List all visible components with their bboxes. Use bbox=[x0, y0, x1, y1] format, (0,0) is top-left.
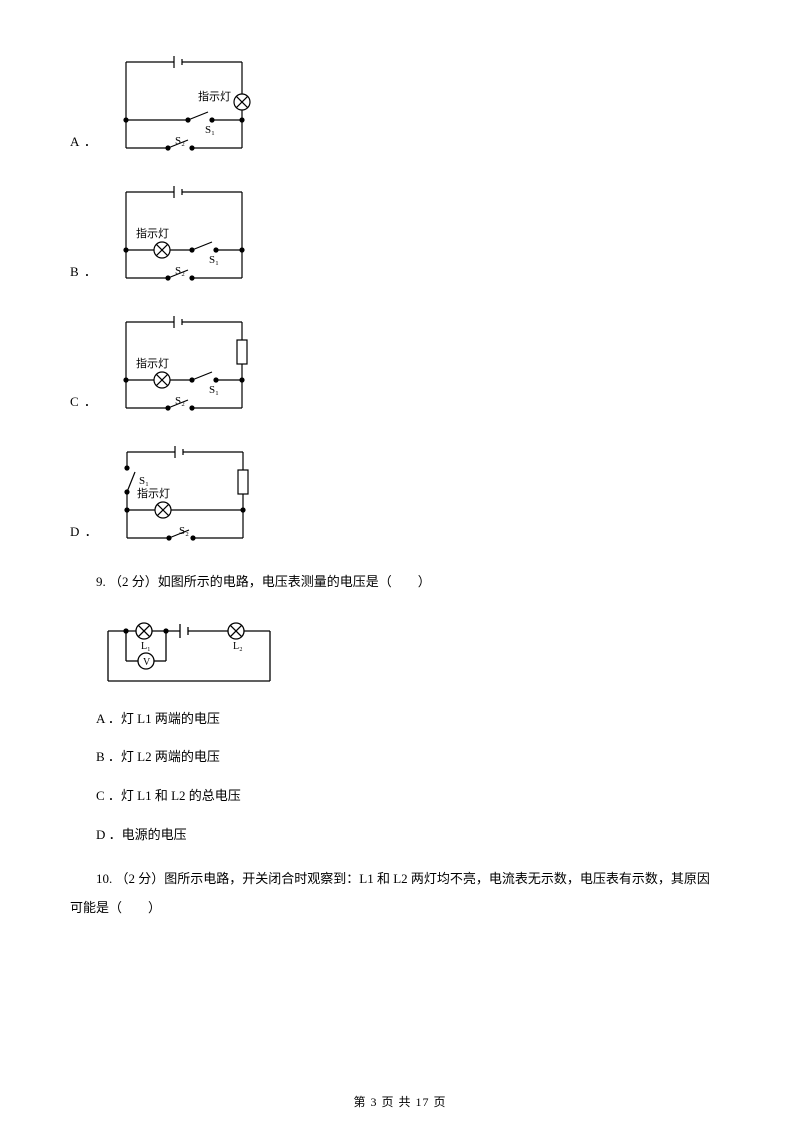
s2-label-d: S₂ bbox=[179, 525, 189, 537]
q8-option-d: D ． bbox=[70, 440, 730, 546]
lamp-label-a: 指示灯 bbox=[198, 89, 231, 103]
circuit-a: 指示灯 S₁ S₂ bbox=[108, 50, 258, 156]
s2-label-b: S₂ bbox=[175, 265, 185, 277]
q10-stem-line2: 可能是（ ） bbox=[70, 896, 730, 921]
s2-label-a: S₂ bbox=[175, 135, 185, 147]
page-footer: 第 3 页 共 17 页 bbox=[0, 1093, 800, 1110]
lamp-label-b: 指示灯 bbox=[136, 226, 169, 240]
lamp-label-c: 指示灯 bbox=[136, 356, 169, 370]
q9-points: （2 分） bbox=[109, 574, 158, 589]
option-label-c: C ． bbox=[70, 391, 98, 416]
s1-label-b: S₁ bbox=[209, 254, 219, 266]
q9-stem: 9. （2 分）如图所示的电路，电压表测量的电压是（ ） bbox=[70, 570, 730, 595]
s2-label-c: S₂ bbox=[175, 395, 185, 407]
l2-label: L₂ bbox=[233, 641, 243, 652]
v-label: V bbox=[143, 657, 151, 668]
q10-number: 10. bbox=[96, 871, 112, 886]
q8-option-b: B ． bbox=[70, 180, 730, 286]
q9-text: 如图所示的电路，电压表测量的电压是（ ） bbox=[158, 574, 431, 589]
q10-text1: 图所示电路，开关闭合时观察到：L1 和 L2 两灯均不亮，电流表无示数，电压表有… bbox=[164, 871, 710, 886]
s1-label-a: S₁ bbox=[205, 124, 215, 136]
s1-label-c: S₁ bbox=[209, 384, 219, 396]
q10-stem-line1: 10. （2 分）图所示电路，开关闭合时观察到：L1 和 L2 两灯均不亮，电流… bbox=[70, 867, 730, 892]
q9-choice-c: C ．灯 L1 和 L2 的总电压 bbox=[70, 784, 730, 809]
l1-label: L₁ bbox=[141, 641, 151, 652]
q9-choice-d: D ．电源的电压 bbox=[70, 823, 730, 848]
circuit-b: 指示灯 S₁ S₂ bbox=[108, 180, 258, 286]
option-label-a: A ． bbox=[70, 131, 98, 156]
s1-label-d: S₁ bbox=[139, 475, 149, 487]
q9-circuit: L₁ L₂ V bbox=[94, 613, 730, 693]
q9-choice-b: B ．灯 L2 两端的电压 bbox=[70, 745, 730, 770]
lamp-label-d: 指示灯 bbox=[137, 486, 170, 500]
q9-choice-a: A ．灯 L1 两端的电压 bbox=[70, 707, 730, 732]
circuit-d: S₁ 指示灯 S₂ bbox=[109, 440, 259, 546]
q8-option-c: C ． bbox=[70, 310, 730, 416]
q8-option-a: A ． bbox=[70, 50, 730, 156]
option-label-d: D ． bbox=[70, 521, 99, 546]
q9-number: 9. bbox=[96, 574, 106, 589]
option-label-b: B ． bbox=[70, 261, 98, 286]
circuit-c: 指示灯 S₁ S₂ bbox=[108, 310, 258, 416]
q10-points: （2 分） bbox=[116, 871, 165, 886]
